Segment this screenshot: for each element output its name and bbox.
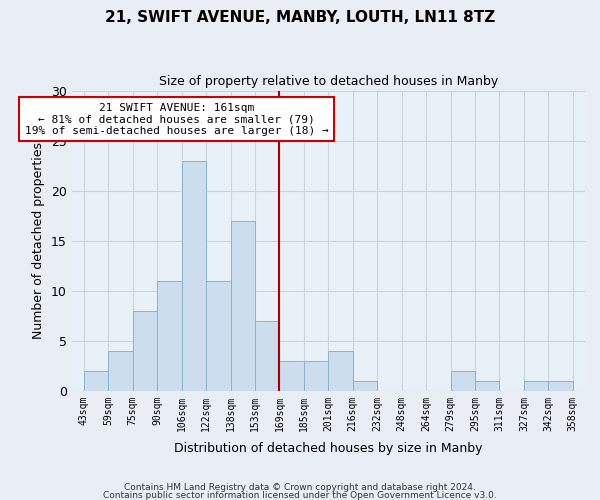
Text: 21, SWIFT AVENUE, MANBY, LOUTH, LN11 8TZ: 21, SWIFT AVENUE, MANBY, LOUTH, LN11 8TZ [105,10,495,25]
Y-axis label: Number of detached properties: Number of detached properties [32,142,46,339]
Bar [206,280,230,391]
Bar [524,381,548,391]
Bar [280,361,304,391]
Bar [133,310,157,391]
Bar [84,371,109,391]
Text: Contains public sector information licensed under the Open Government Licence v3: Contains public sector information licen… [103,490,497,500]
Text: Contains HM Land Registry data © Crown copyright and database right 2024.: Contains HM Land Registry data © Crown c… [124,484,476,492]
Bar [353,381,377,391]
Bar [548,381,573,391]
X-axis label: Distribution of detached houses by size in Manby: Distribution of detached houses by size … [174,442,482,455]
Bar [182,160,206,391]
Bar [475,381,499,391]
Title: Size of property relative to detached houses in Manby: Size of property relative to detached ho… [159,75,498,88]
Bar [230,220,255,391]
Text: 21 SWIFT AVENUE: 161sqm
← 81% of detached houses are smaller (79)
19% of semi-de: 21 SWIFT AVENUE: 161sqm ← 81% of detache… [25,102,329,136]
Bar [109,350,133,391]
Bar [328,350,353,391]
Bar [157,280,182,391]
Bar [255,320,280,391]
Bar [451,371,475,391]
Bar [304,361,328,391]
